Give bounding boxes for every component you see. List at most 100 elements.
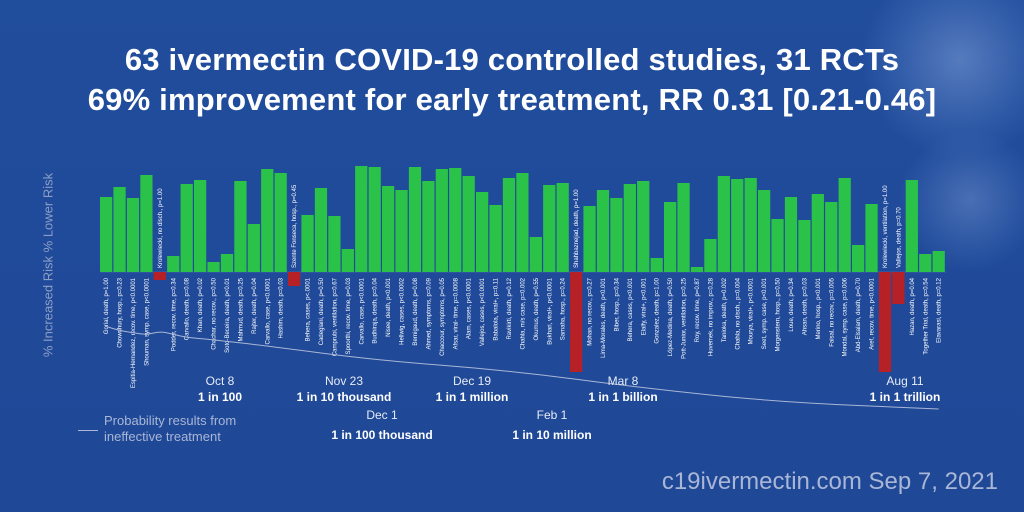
study-label: Mahmud, death, p=0.25 xyxy=(238,277,244,341)
benefit-bar xyxy=(623,184,636,272)
benefit-bar xyxy=(274,173,287,272)
benefit-bar xyxy=(677,183,690,272)
study-label: Together Trial, death, p=0.54 xyxy=(923,277,929,354)
study-label: Shahbaznejad, death, p=1.00 xyxy=(574,189,580,268)
study-label: Soto-Beceira, death, p<0.01 xyxy=(225,277,231,353)
study-label: Krolewiecki, ventilation, p=1.00 xyxy=(883,185,889,268)
benefit-bar xyxy=(543,185,556,272)
study-label: Mondal, symp. case, p=0.006 xyxy=(843,277,849,356)
study-label: Roy, recov. time, p=0.87 xyxy=(695,277,701,342)
benefit-bar xyxy=(852,245,865,272)
benefit-bar xyxy=(435,169,448,272)
study-label: Okumus, death, p=0.55 xyxy=(534,277,540,340)
study-label: Gonzalez, death, p=1.00 xyxy=(655,277,661,343)
study-label: Alam, cases, p<0.0001 xyxy=(467,277,473,339)
study-label: Faisal, no recov., p=0.005 xyxy=(829,277,835,346)
benefit-bar xyxy=(664,202,677,272)
benefit-bar xyxy=(194,180,207,272)
study-label: Behera, cases, p<.0001 xyxy=(306,277,312,341)
study-label: Lima-Morales, death, p<0.001 xyxy=(601,277,607,358)
benefit-bar xyxy=(314,188,328,272)
study-label: Podder, recov. time, p=0.34 xyxy=(171,277,177,351)
benefit-bar xyxy=(650,258,663,272)
benefit-bar xyxy=(583,206,596,272)
study-label: Aref, recov. time, p<0.0001 xyxy=(870,277,876,349)
benefit-bar xyxy=(234,181,247,272)
study-label: Seet, symp. case, p<0.001 xyxy=(762,277,768,349)
study-label: Elavarasi, death, p=0.12 xyxy=(937,277,943,343)
benefit-bar xyxy=(704,239,717,272)
benefit-bar xyxy=(220,254,234,272)
benefit-bar xyxy=(449,168,462,272)
benefit-bar xyxy=(328,216,341,272)
study-label: Tanioka, death, p=0.002 xyxy=(722,277,728,342)
benefit-bar xyxy=(596,190,610,272)
benefit-bar xyxy=(690,267,704,272)
chart-subtitle: 69% improvement for early treatment, RR … xyxy=(87,82,937,117)
probability-curve xyxy=(105,325,939,410)
study-label: Hazan, death, p=0.04 xyxy=(910,277,916,335)
annotation-date: Dec 19 xyxy=(453,374,491,388)
study-label: Loue, death, p=0.34 xyxy=(789,277,795,331)
annotation-probability: 1 in 1 trillion xyxy=(870,390,941,404)
benefit-bar xyxy=(865,204,878,272)
benefit-bar xyxy=(825,202,838,272)
annotation-probability: 1 in 1 million xyxy=(436,390,509,404)
study-label: Gorial, death, p=1.00 xyxy=(104,277,110,334)
benefit-bar xyxy=(301,215,314,272)
benefit-bar xyxy=(784,197,798,272)
study-label: Ravikirti, death, p=0.12 xyxy=(507,277,513,339)
benefit-bar xyxy=(838,178,851,272)
annotation-date: Oct 8 xyxy=(206,374,235,388)
benefit-bar xyxy=(355,166,368,272)
harm-bar xyxy=(288,272,301,286)
benefit-bar xyxy=(180,184,193,272)
study-label: Rajter, death, p=0.04 xyxy=(252,277,258,334)
benefit-bar xyxy=(368,167,381,272)
benefit-bar xyxy=(516,173,529,272)
benefit-bar xyxy=(637,181,650,272)
study-label: Mourya, viral+, p<0.0001 xyxy=(749,277,755,344)
benefit-bar xyxy=(100,197,113,272)
study-label: Chahla, m/s case, p=0.002 xyxy=(520,277,526,349)
study-label: Samaha, hosp., p=0.24 xyxy=(561,277,567,340)
study-label: Cadegiani, death, p=0.50 xyxy=(319,277,325,345)
benefit-bar xyxy=(462,176,475,272)
harm-bar xyxy=(570,272,583,372)
study-label: Bukhari, viral+, p<0.0001 xyxy=(547,277,553,344)
annotation-probability: 1 in 10 thousand xyxy=(297,390,392,404)
annotation-probability: 1 in 100 xyxy=(198,390,242,404)
study-label: López-Medina, death, p=0.50 xyxy=(668,277,674,356)
study-label: Abd-Elsalam, death, p=0.70 xyxy=(856,277,862,352)
chart-title: 63 ivermectin COVID-19 controlled studie… xyxy=(124,42,900,77)
legend-text: ineffective treatment xyxy=(104,429,221,444)
benefit-bar xyxy=(395,190,408,272)
benefit-bar xyxy=(140,175,153,272)
annotation-date: Mar 8 xyxy=(608,374,639,388)
annotation-date: Nov 23 xyxy=(325,374,363,388)
benefit-bar xyxy=(717,176,730,272)
study-label: Bernigaud, death, p=0.08 xyxy=(413,277,419,345)
benefit-bar xyxy=(126,198,140,272)
annotation-probability: 1 in 10 million xyxy=(512,428,591,442)
legend-line xyxy=(78,430,98,431)
benefit-bar xyxy=(811,194,824,272)
study-label: Mohan, no recov., p=0.27 xyxy=(588,277,594,345)
study-label: Morgenstern, hosp., p=0.50 xyxy=(776,277,782,351)
benefit-bar xyxy=(489,205,502,272)
annotation-date: Dec 1 xyxy=(366,408,398,422)
benefit-bar xyxy=(341,249,354,272)
study-label: Hellwig, cases, p<0.0002 xyxy=(400,277,406,345)
source-footer: c19ivermectin.com Sep 7, 2021 xyxy=(661,468,998,495)
legend-text: Probability results from xyxy=(104,413,237,428)
benefit-bar xyxy=(758,190,771,272)
annotation-date: Aug 11 xyxy=(886,374,923,388)
benefit-bar xyxy=(610,198,623,272)
study-label: Chahla, no disch., p=0.004 xyxy=(735,277,741,349)
study-label: Huvemek, no improv., p=0.28 xyxy=(708,277,714,356)
study-label: Merino, hosp., p<0.001 xyxy=(816,277,822,339)
study-label: Shouman, symp. case, p<0.0001 xyxy=(144,277,150,366)
benefit-bar xyxy=(744,178,757,272)
